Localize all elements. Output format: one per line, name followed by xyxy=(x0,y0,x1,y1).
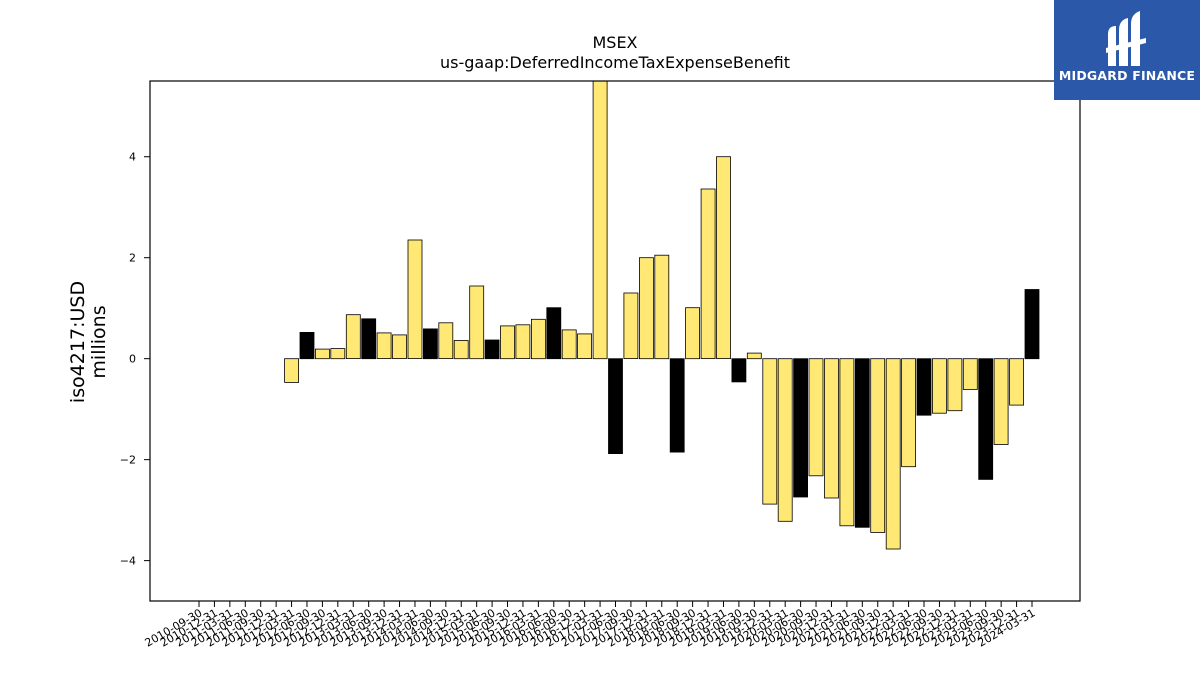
bar xyxy=(885,358,901,550)
bar-series xyxy=(284,80,1040,550)
bar xyxy=(1024,289,1040,360)
bar xyxy=(639,257,654,360)
midgard-monogram-icon xyxy=(1106,11,1146,66)
bar xyxy=(669,358,685,453)
logo-text: MIDGARD FINANCE xyxy=(1058,68,1196,83)
bar xyxy=(345,314,361,360)
bar xyxy=(608,358,623,455)
bar xyxy=(808,358,824,477)
bar xyxy=(901,358,916,468)
bar xyxy=(592,80,608,360)
bar xyxy=(577,333,592,359)
y-axis: −4 −2 0 2 4 xyxy=(120,151,150,568)
bar xyxy=(330,348,346,360)
bar xyxy=(932,358,947,414)
chart-title: MSEX xyxy=(592,33,637,52)
bar xyxy=(623,292,639,359)
brand-logo: MIDGARD FINANCE xyxy=(1054,0,1200,100)
y-axis-label-units: millions xyxy=(88,305,110,378)
bar xyxy=(515,324,531,359)
bar xyxy=(777,358,793,522)
bar xyxy=(453,340,469,360)
bar xyxy=(376,332,392,359)
y-tick-label: 4 xyxy=(129,151,136,164)
bar xyxy=(561,329,577,360)
bar xyxy=(361,318,377,360)
bar xyxy=(854,358,870,528)
bar xyxy=(916,358,932,416)
bar xyxy=(314,348,330,360)
bar xyxy=(469,285,485,360)
bar xyxy=(392,334,407,359)
bar xyxy=(700,188,716,360)
bar xyxy=(762,358,778,505)
plot-frame xyxy=(149,80,1081,602)
bar xyxy=(484,339,500,360)
bar xyxy=(824,358,839,499)
bar xyxy=(654,254,670,360)
bar xyxy=(839,358,855,527)
bar xyxy=(962,358,978,390)
x-axis: 2010-09-302010-12-312011-03-312011-06-30… xyxy=(143,601,1038,650)
bar xyxy=(716,156,731,359)
bar xyxy=(438,322,454,359)
bar xyxy=(407,239,423,359)
y-tick-label: 0 xyxy=(129,353,136,366)
bar xyxy=(1009,358,1024,406)
bar xyxy=(870,358,886,533)
bar xyxy=(422,328,438,360)
bar xyxy=(947,358,963,412)
bar xyxy=(993,358,1009,445)
bar xyxy=(746,352,762,360)
y-tick-label: −4 xyxy=(120,555,136,568)
chart-subtitle: us-gaap:DeferredIncomeTaxExpenseBenefit xyxy=(440,53,790,72)
bar xyxy=(299,331,315,360)
bar xyxy=(685,307,700,360)
y-tick-label: 2 xyxy=(129,252,136,265)
y-axis-label: iso4217:USD xyxy=(67,281,89,403)
bar xyxy=(731,358,747,383)
y-tick-label: −2 xyxy=(120,454,136,467)
bar xyxy=(793,358,808,498)
bar xyxy=(546,307,562,360)
bar xyxy=(500,325,515,360)
bar xyxy=(978,358,994,480)
bar xyxy=(531,318,546,360)
bar xyxy=(284,358,300,383)
